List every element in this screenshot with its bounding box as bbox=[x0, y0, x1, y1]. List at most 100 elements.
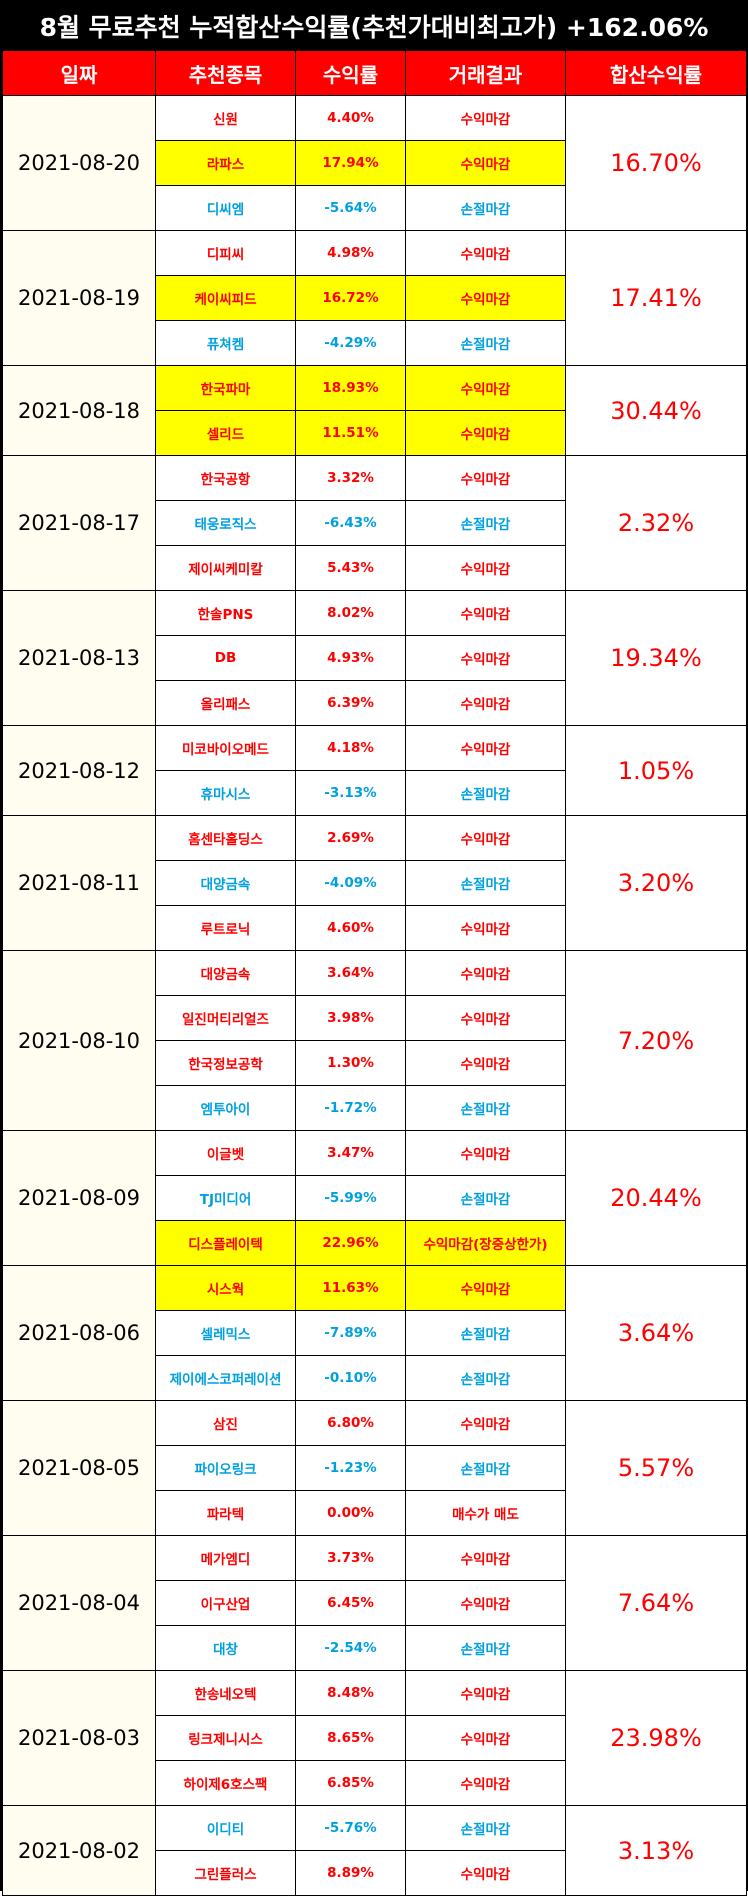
rate-cell: 8.65% bbox=[295, 1715, 406, 1761]
date-cell: 2021-08-10 bbox=[2, 950, 156, 1131]
rate-cell: 1.30% bbox=[295, 1040, 406, 1086]
table-row: 디스플레이텍 22.96% 수익마감(장중상한가) bbox=[3, 1220, 747, 1266]
table-row: 링크제니시스 8.65% 수익마감 bbox=[3, 1715, 747, 1761]
table-row: 파이오링크 -1.23% 손절마감 bbox=[3, 1445, 747, 1491]
stock-cell: 일진머티리얼즈 bbox=[155, 995, 296, 1041]
result-cell: 수익마감 bbox=[405, 95, 566, 141]
stock-cell: DB bbox=[155, 635, 296, 681]
rate-cell: -1.72% bbox=[295, 1085, 406, 1131]
result-cell: 수익마감 bbox=[405, 140, 566, 186]
table-row: 라파스 17.94% 수익마감 bbox=[3, 140, 747, 186]
table-row: DB 4.93% 수익마감 bbox=[3, 635, 747, 681]
rate-cell: 16.72% bbox=[295, 275, 406, 321]
result-cell: 매수가 매도 bbox=[405, 1490, 566, 1536]
table-row: 2021-08-04 메가엠디 3.73% 수익마감 7.64% bbox=[2, 1535, 747, 1671]
stock-cell: 하이제6호스팩 bbox=[155, 1760, 296, 1806]
result-cell: 손절마감 bbox=[405, 1355, 566, 1401]
result-cell: 손절마감 bbox=[405, 1445, 566, 1491]
total-return-cell: 20.44% bbox=[565, 1130, 747, 1266]
result-cell: 수익마감 bbox=[405, 635, 566, 681]
result-cell: 수익마감 bbox=[405, 1580, 566, 1626]
result-cell: 수익마감 bbox=[405, 1670, 566, 1716]
stock-cell: 한국파마 bbox=[155, 365, 296, 411]
result-cell: 손절마감 bbox=[405, 1310, 566, 1356]
stock-cell: 링크제니시스 bbox=[155, 1715, 296, 1761]
date-cell: 2021-08-19 bbox=[2, 230, 156, 366]
stock-cell: 파이오링크 bbox=[155, 1445, 296, 1491]
date-cell: 2021-08-04 bbox=[2, 1535, 156, 1671]
result-cell: 수익마감 bbox=[405, 680, 566, 726]
stock-cell: 그린플러스 bbox=[155, 1850, 296, 1896]
table-row: TJ미디어 -5.99% 손절마감 bbox=[3, 1175, 747, 1221]
rate-cell: -4.29% bbox=[295, 320, 406, 366]
date-cell: 2021-08-05 bbox=[2, 1400, 156, 1536]
stock-cell: 대창 bbox=[155, 1625, 296, 1671]
rate-cell: -5.64% bbox=[295, 185, 406, 231]
date-cell: 2021-08-02 bbox=[2, 1805, 156, 1896]
rate-cell: 6.39% bbox=[295, 680, 406, 726]
results-table: 일짜 추천종목 수익률 거래결과 합산수익률 2021-08-20 신원 4.40%… bbox=[2, 50, 747, 1896]
stock-cell: 대양금속 bbox=[155, 860, 296, 906]
rate-cell: -7.89% bbox=[295, 1310, 406, 1356]
table-row: 디씨엠 -5.64% 손절마감 bbox=[3, 185, 747, 231]
table-row: 하이제6호스팩 6.85% 수익마감 bbox=[3, 1760, 747, 1806]
result-cell: 손절마감 bbox=[405, 1085, 566, 1131]
rate-cell: 11.51% bbox=[295, 410, 406, 456]
rate-cell: -1.23% bbox=[295, 1445, 406, 1491]
rate-cell: 8.89% bbox=[295, 1850, 406, 1896]
rate-cell: 4.40% bbox=[295, 95, 406, 141]
rate-cell: 8.48% bbox=[295, 1670, 406, 1716]
header-total: 합산수익률 bbox=[565, 50, 747, 96]
rate-cell: 3.64% bbox=[295, 950, 406, 996]
table-row: 퓨쳐켐 -4.29% 손절마감 bbox=[3, 320, 747, 366]
stock-cell: 제이에스코퍼레이션 bbox=[155, 1355, 296, 1401]
table-row: 2021-08-17 한국공항 3.32% 수익마감 2.32% bbox=[2, 455, 747, 591]
table-row: 휴마시스 -3.13% 손절마감 bbox=[3, 770, 747, 816]
result-cell: 손절마감 bbox=[405, 320, 566, 366]
result-cell: 수익마감 bbox=[405, 455, 566, 501]
stock-cell: 한송네오텍 bbox=[155, 1670, 296, 1716]
rate-cell: 22.96% bbox=[295, 1220, 406, 1266]
total-return-cell: 3.20% bbox=[565, 815, 747, 951]
header-row: 일짜 추천종목 수익률 거래결과 합산수익률 bbox=[2, 50, 747, 96]
stock-cell: 한국정보공학 bbox=[155, 1040, 296, 1086]
stock-cell: 셀리드 bbox=[155, 410, 296, 456]
rate-cell: 4.18% bbox=[295, 725, 406, 771]
result-cell: 수익마감 bbox=[405, 1400, 566, 1446]
date-cell: 2021-08-20 bbox=[2, 95, 156, 231]
header-rate: 수익률 bbox=[295, 50, 406, 96]
total-return-cell: 19.34% bbox=[565, 590, 747, 726]
result-cell: 수익마감 bbox=[405, 905, 566, 951]
stock-cell: 휴마시스 bbox=[155, 770, 296, 816]
result-cell: 손절마감 bbox=[405, 185, 566, 231]
header-date: 일짜 bbox=[2, 50, 156, 96]
page-title: 8월 무료추천 누적합산수익률(추천가대비최고가) +162.06% bbox=[2, 2, 746, 50]
stock-cell: 엠투아이 bbox=[155, 1085, 296, 1131]
table-row: 2021-08-06 시스웍 11.63% 수익마감 3.64% bbox=[2, 1265, 747, 1401]
table-row: 2021-08-10 대양금속 3.64% 수익마감 7.20% bbox=[2, 950, 747, 1131]
table-row: 대양금속 -4.09% 손절마감 bbox=[3, 860, 747, 906]
rate-cell: 8.02% bbox=[295, 590, 406, 636]
rate-cell: 2.69% bbox=[295, 815, 406, 861]
stock-cell: 제이씨케미칼 bbox=[155, 545, 296, 591]
table-row: 2021-08-02 이디티 -5.76% 손절마감 3.13% bbox=[2, 1805, 747, 1896]
result-cell: 수익마감 bbox=[405, 1265, 566, 1311]
table-row: 2021-08-13 한솔PNS 8.02% 수익마감 19.34% bbox=[2, 590, 747, 726]
rate-cell: 5.43% bbox=[295, 545, 406, 591]
rate-cell: 6.85% bbox=[295, 1760, 406, 1806]
table-row: 2021-08-03 한송네오텍 8.48% 수익마감 23.98% bbox=[2, 1670, 747, 1806]
rate-cell: -4.09% bbox=[295, 860, 406, 906]
date-cell: 2021-08-09 bbox=[2, 1130, 156, 1266]
table-row: 2021-08-09 이글벳 3.47% 수익마감 20.44% bbox=[2, 1130, 747, 1266]
result-cell: 수익마감 bbox=[405, 725, 566, 771]
result-cell: 수익마감 bbox=[405, 815, 566, 861]
header-result: 거래결과 bbox=[405, 50, 566, 96]
stock-cell: 대양금속 bbox=[155, 950, 296, 996]
table-row: 2021-08-19 디피씨 4.98% 수익마감 17.41% bbox=[2, 230, 747, 366]
result-cell: 수익마감 bbox=[405, 230, 566, 276]
result-cell: 손절마감 bbox=[405, 1625, 566, 1671]
total-return-cell: 3.13% bbox=[565, 1805, 747, 1896]
rate-cell: 17.94% bbox=[295, 140, 406, 186]
result-cell: 손절마감 bbox=[405, 500, 566, 546]
